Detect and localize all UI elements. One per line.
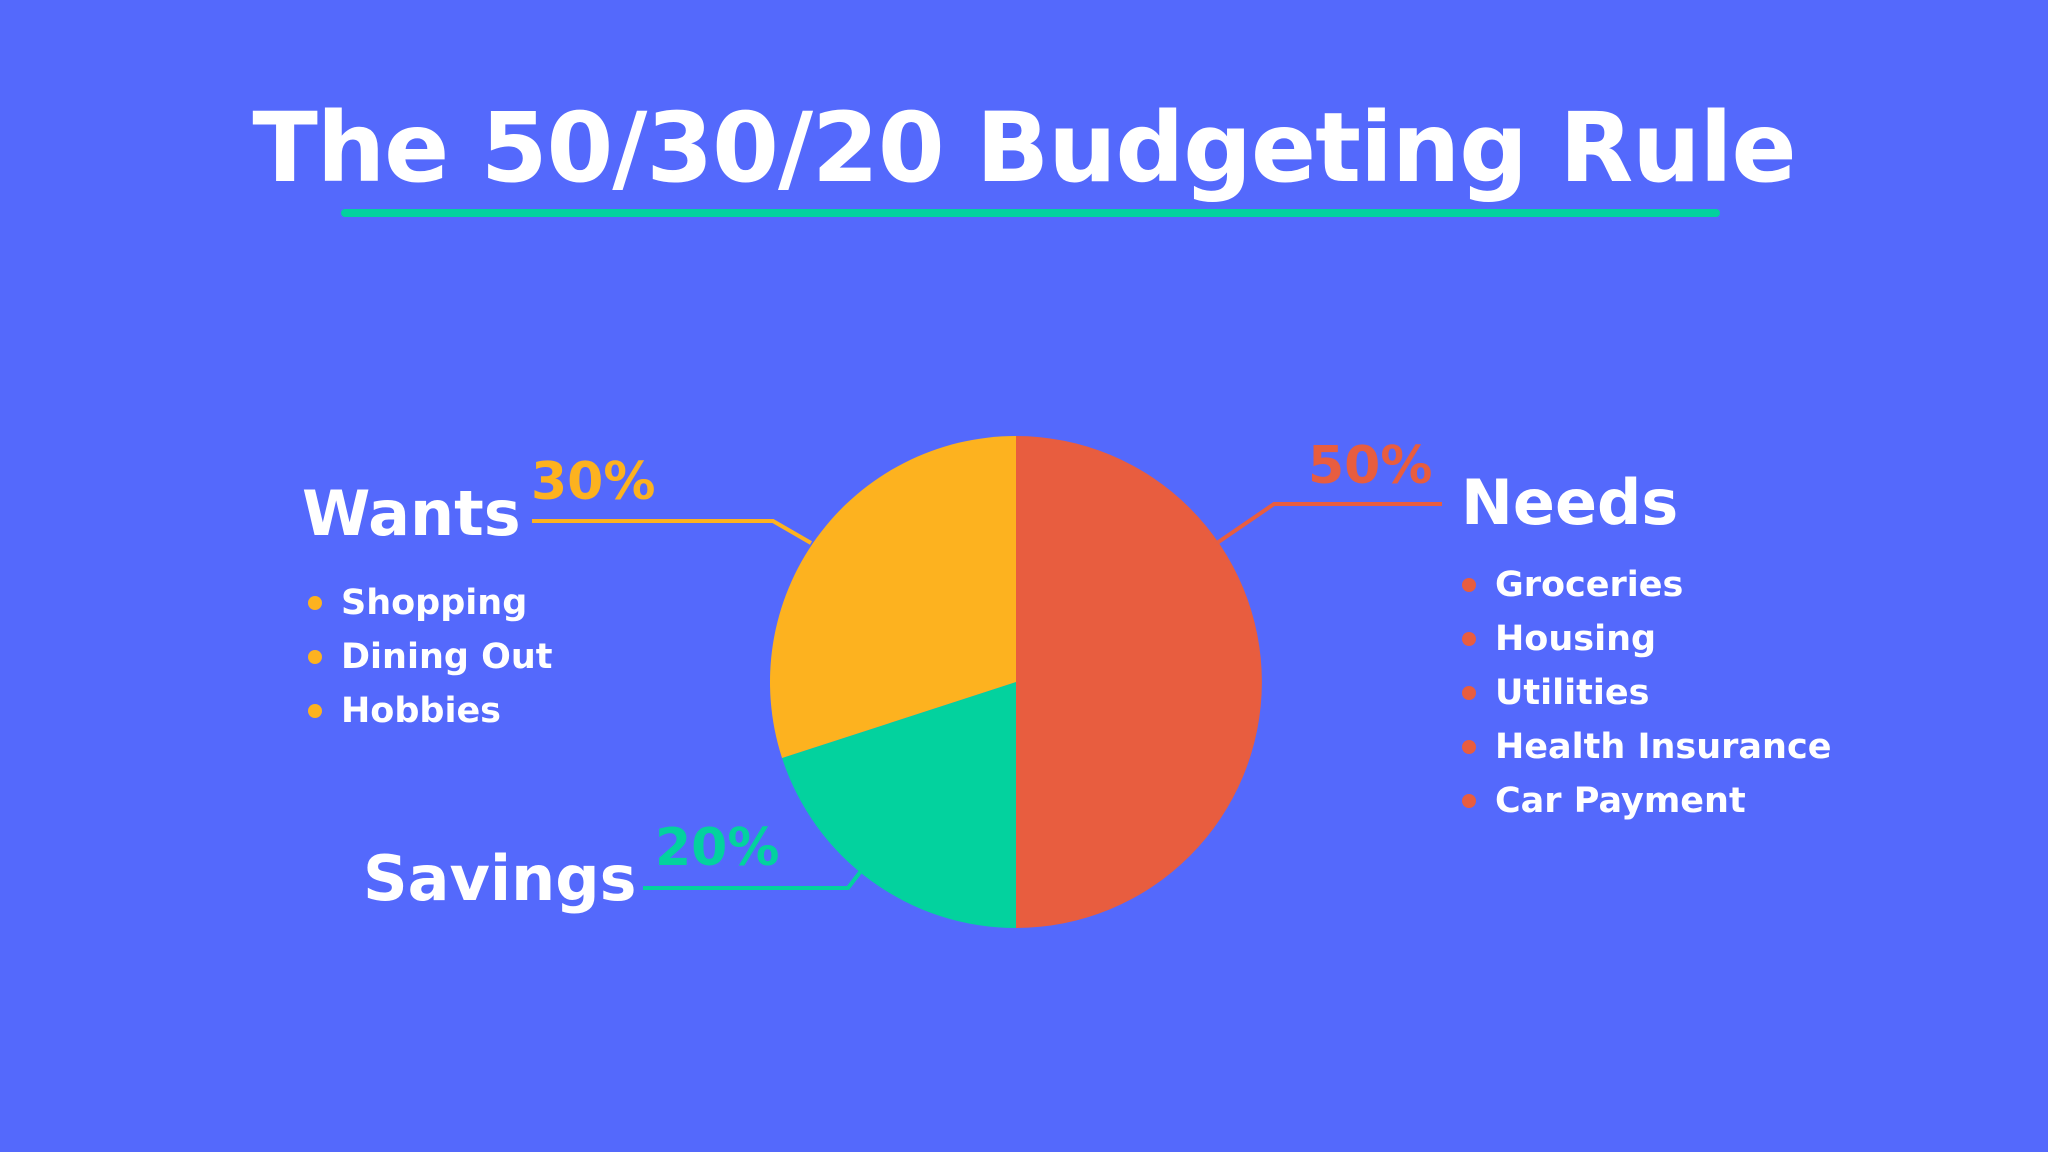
wants-title: Wants — [302, 477, 521, 550]
pie-slices — [769, 436, 1262, 929]
list-item-label: Car Payment — [1495, 781, 1746, 821]
list-item-label: Hobbies — [341, 691, 502, 731]
list-item: Hobbies — [306, 684, 553, 738]
list-item: Car Payment — [1460, 774, 1831, 828]
list-item: Health Insurance — [1460, 720, 1831, 774]
list-item-label: Utilities — [1495, 673, 1650, 713]
needs-percent-label: 50% — [1308, 436, 1433, 496]
bullet-dot — [1462, 794, 1476, 808]
pie-slice-savings — [782, 682, 1016, 929]
needs-list: Groceries Housing Utilities Health Insur… — [1460, 558, 1831, 828]
list-item-label: Housing — [1495, 619, 1657, 659]
wants-percent-label: 30% — [531, 452, 656, 512]
bullet-dot — [1462, 740, 1476, 754]
wants-list: Shopping Dining Out Hobbies — [306, 576, 553, 738]
needs-leader-line — [1215, 502, 1442, 545]
list-item: Utilities — [1460, 666, 1831, 720]
list-item: Dining Out — [306, 630, 553, 684]
list-item: Shopping — [306, 576, 553, 630]
list-item: Housing — [1460, 612, 1831, 666]
bullet-dot — [308, 596, 322, 610]
list-item-label: Dining Out — [341, 637, 553, 677]
needs-title: Needs — [1461, 466, 1679, 539]
title-underline — [341, 209, 1720, 217]
bullet-dot — [308, 704, 322, 718]
pie-slice-needs — [1016, 436, 1262, 928]
list-item: Groceries — [1460, 558, 1831, 612]
bullet-dot — [1462, 632, 1476, 646]
wants-leader-line — [532, 519, 813, 545]
list-item-label: Groceries — [1495, 565, 1684, 605]
savings-leader-line — [643, 869, 863, 890]
pie-slice-wants — [769, 436, 1016, 759]
bullet-dot — [308, 650, 322, 664]
bullet-dot — [1462, 578, 1476, 592]
page-title: The 50/30/20 Budgeting Rule — [252, 92, 1796, 204]
list-item-label: Shopping — [341, 583, 528, 623]
list-item-label: Health Insurance — [1495, 727, 1832, 767]
savings-title: Savings — [363, 842, 637, 915]
savings-percent-label: 20% — [655, 818, 780, 878]
bullet-dot — [1462, 686, 1476, 700]
